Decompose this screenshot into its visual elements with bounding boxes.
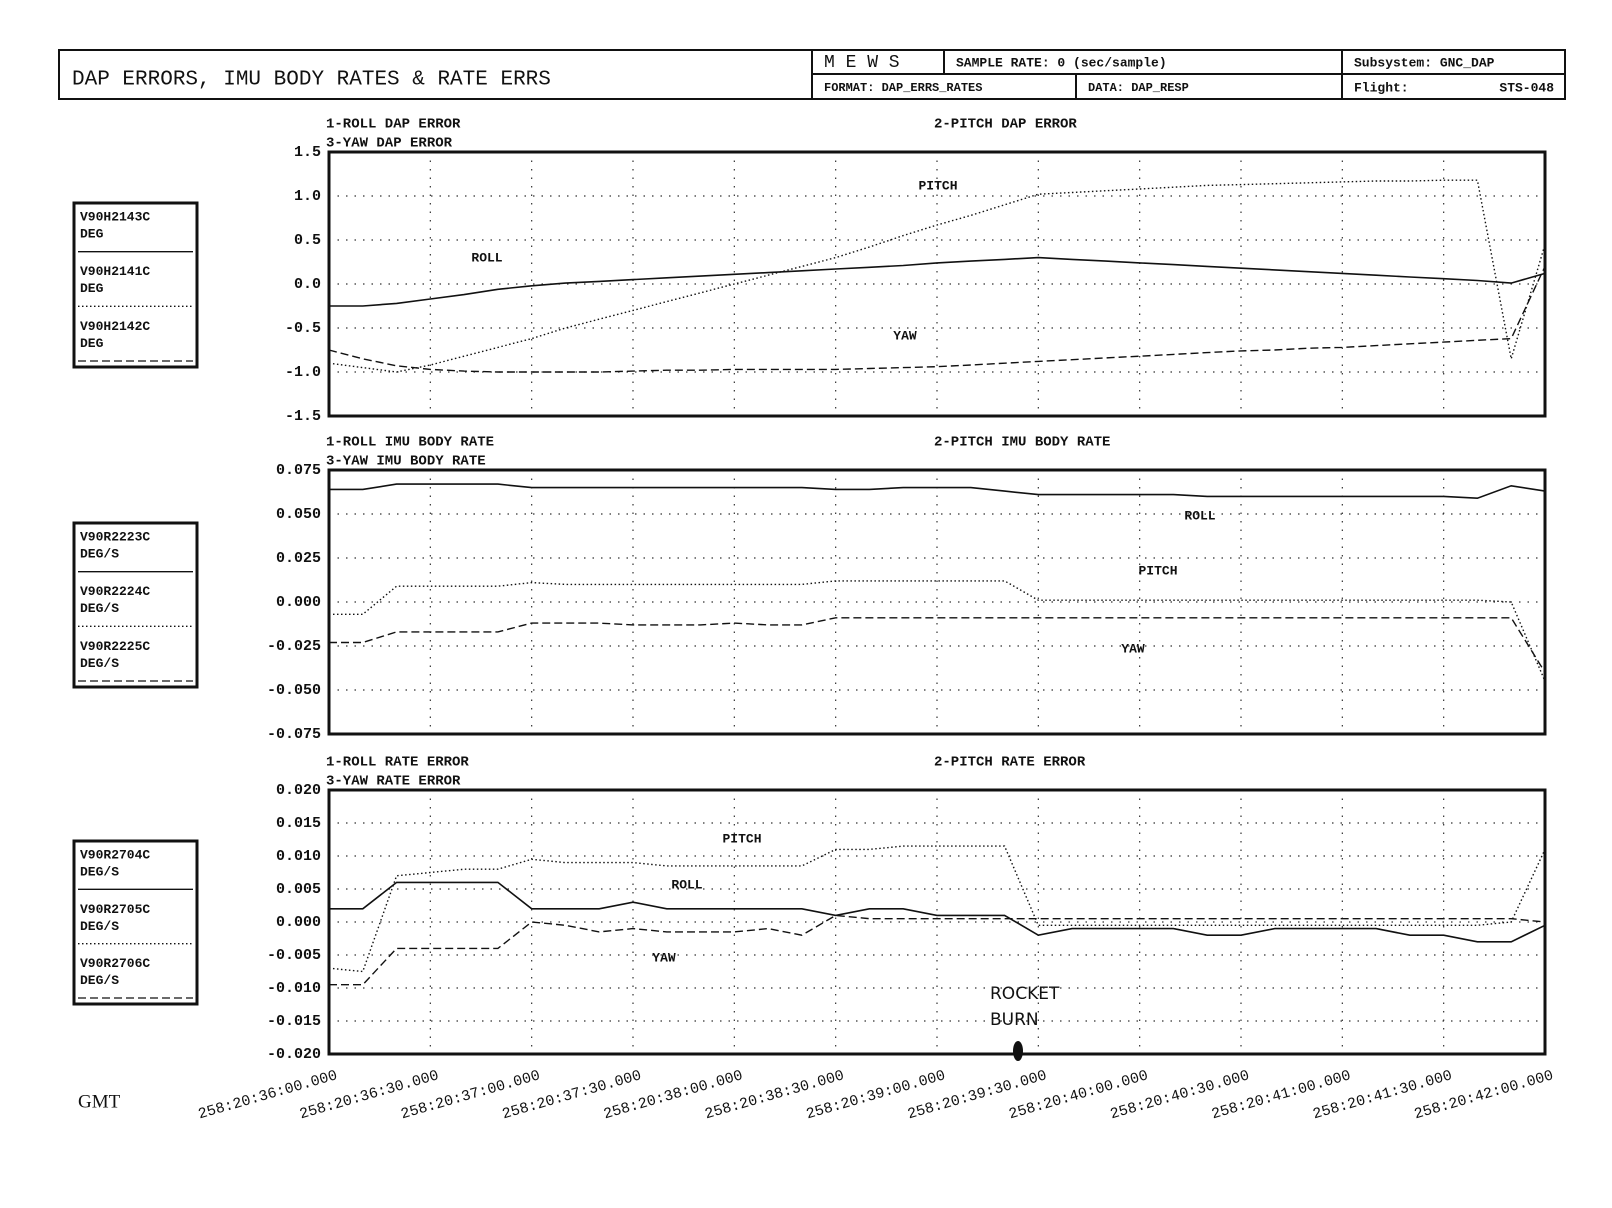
y-tick-label: 0.020 <box>276 782 321 799</box>
legend-unit: DEG <box>80 226 104 241</box>
legend-name: V90R2704C <box>80 847 150 862</box>
y-tick-label: 0.075 <box>276 462 321 479</box>
legend-box <box>72 839 199 1006</box>
series-annotation: YAW <box>652 950 676 965</box>
series-line <box>329 617 1546 673</box>
panel-title: 1-ROLL RATE ERROR <box>326 755 469 771</box>
legend-unit: DEG/S <box>80 656 119 671</box>
annotation: BURN <box>990 1010 1039 1030</box>
y-tick-label: 0.010 <box>276 848 321 865</box>
panel-title: 3-YAW RATE ERROR <box>326 774 461 790</box>
y-tick-label: -0.025 <box>267 638 321 655</box>
y-tick-label: -0.010 <box>267 980 321 997</box>
mews: M E W S <box>824 53 900 73</box>
legend-name: V90H2142C <box>80 319 150 334</box>
flight-label: Flight: <box>1354 80 1409 95</box>
annotation: ROCKET <box>990 984 1060 1004</box>
panel-title: 3-YAW IMU BODY RATE <box>326 454 486 470</box>
legend-unit: DEG/S <box>80 546 119 561</box>
legend-name: V90R2225C <box>80 639 150 654</box>
y-tick-label: 0.050 <box>276 506 321 523</box>
series-annotation: ROLL <box>471 250 502 265</box>
legend-unit: DEG/S <box>80 864 119 879</box>
series-annotation: YAW <box>1121 641 1145 656</box>
format: FORMAT: DAP_ERRS_RATES <box>824 81 982 95</box>
plot-frame <box>327 150 1547 418</box>
panel-title: 1-ROLL IMU BODY RATE <box>326 435 494 451</box>
y-tick-label: -0.015 <box>267 1013 321 1030</box>
burn-marker <box>1013 1041 1023 1061</box>
legend-unit: DEG/S <box>80 919 119 934</box>
panel-title: 2-PITCH IMU BODY RATE <box>934 435 1110 451</box>
y-tick-label: -0.5 <box>285 320 321 337</box>
y-tick-label: -0.005 <box>267 947 321 964</box>
flight: STS-048 <box>1499 80 1554 95</box>
legend-name: V90R2706C <box>80 956 150 971</box>
plot-frame <box>327 788 1547 1056</box>
series-annotation: PITCH <box>918 178 957 193</box>
series-annotation: ROLL <box>1184 508 1215 523</box>
series-line <box>329 483 1546 500</box>
y-tick-label: -0.075 <box>267 726 321 743</box>
panel-title: 1-ROLL DAP ERROR <box>326 117 461 133</box>
panel-title: 2-PITCH DAP ERROR <box>934 117 1077 133</box>
legend-unit: DEG <box>80 281 104 296</box>
series-line <box>329 256 1546 307</box>
legend-unit: DEG <box>80 336 104 351</box>
y-tick-label: 0.025 <box>276 550 321 567</box>
y-tick-label: 1.5 <box>294 144 321 161</box>
legend-unit: DEG/S <box>80 601 119 616</box>
data-source: DATA: DAP_RESP <box>1088 81 1189 95</box>
series-line <box>329 914 1546 986</box>
y-tick-label: -0.050 <box>267 682 321 699</box>
series-annotation: PITCH <box>722 831 761 846</box>
legend-name: V90R2224C <box>80 584 150 599</box>
series-line <box>328 179 1546 373</box>
legend-name: V90R2223C <box>80 529 150 544</box>
panel-title: 3-YAW DAP ERROR <box>326 136 453 152</box>
legend-box <box>72 201 199 369</box>
page-title: DAP ERRORS, IMU BODY RATES & RATE ERRS <box>72 69 551 92</box>
series-annotation: PITCH <box>1138 563 1177 578</box>
y-tick-label: 0.0 <box>294 276 321 293</box>
legend-unit: DEG/S <box>80 973 119 988</box>
subsystem: Subsystem: GNC_DAP <box>1354 55 1495 70</box>
y-tick-label: 0.000 <box>276 594 321 611</box>
header <box>58 49 1566 100</box>
series-line <box>328 845 1546 973</box>
panel-title: 2-PITCH RATE ERROR <box>934 755 1086 771</box>
x-axis-label: GMT <box>78 1091 121 1112</box>
y-tick-label: -1.5 <box>285 408 321 425</box>
series-annotation: YAW <box>893 328 917 343</box>
y-tick-label: 0.015 <box>276 815 321 832</box>
sample-rate: SAMPLE RATE: 0 (sec/sample) <box>956 55 1167 70</box>
series-line <box>329 580 1546 682</box>
y-tick-label: -1.0 <box>285 364 321 381</box>
y-tick-label: 1.0 <box>294 188 321 205</box>
plot-frame <box>327 468 1547 736</box>
legend-name: V90H2141C <box>80 264 150 279</box>
y-tick-label: 0.005 <box>276 881 321 898</box>
series-line <box>329 881 1546 943</box>
y-tick-label: 0.5 <box>294 232 321 249</box>
legend-box <box>72 521 199 689</box>
y-tick-label: -0.020 <box>267 1046 321 1063</box>
series-line <box>328 266 1546 373</box>
series-annotation: ROLL <box>671 877 702 892</box>
legend-name: V90R2705C <box>80 902 150 917</box>
y-tick-label: 0.000 <box>276 914 321 931</box>
legend-name: V90H2143C <box>80 209 150 224</box>
